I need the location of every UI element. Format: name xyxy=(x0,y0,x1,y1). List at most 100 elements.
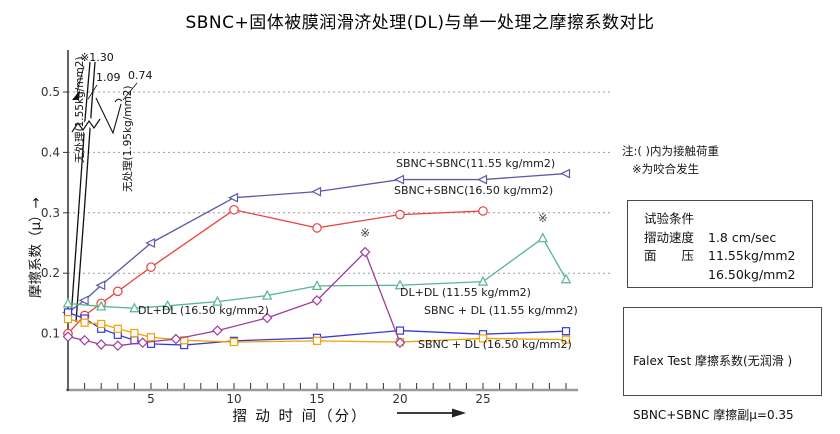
data-point-marker xyxy=(137,337,149,349)
test-conditions-row: 16.50kg/mm2 xyxy=(644,266,804,285)
seizure-mark: ※ xyxy=(360,226,370,240)
untreated-peak-value: 0.74 xyxy=(128,69,153,82)
untreated-label: 无处理(1.55kg/mm2) xyxy=(74,57,86,164)
data-point-marker xyxy=(312,223,322,233)
data-point-marker xyxy=(560,168,571,179)
note-contact-load: 注:( )内为接触荷重 xyxy=(622,144,720,158)
note-seizure: ※为咬合发生 xyxy=(632,162,700,176)
data-point-marker xyxy=(477,174,488,185)
series-labels: SBNC+SBNC(11.55 kg/mm2) SBNC+SBNC(16.50 k… xyxy=(138,157,578,351)
untreated-line xyxy=(75,61,96,323)
y-tick-label: 0.5 xyxy=(41,85,60,99)
series-SBNC+SBNC-16.50-kg-mm2- xyxy=(63,204,488,339)
x-tick-label: 5 xyxy=(147,392,155,406)
data-point-marker xyxy=(170,333,182,345)
data-point-marker xyxy=(561,335,571,344)
data-point-marker xyxy=(95,280,106,291)
data-point-marker xyxy=(78,295,89,306)
test-conditions-box: 试验条件 摺动速度 1.8 cm/sec 面 压 11.55kg/mm2 16.… xyxy=(627,200,813,288)
tc-pressure-value-2: 16.50kg/mm2 xyxy=(708,266,796,282)
data-point-marker xyxy=(212,295,223,306)
data-point-marker xyxy=(229,337,239,347)
break-tilde xyxy=(114,98,123,103)
falex-line: Falex Test 摩擦系数(无润滑 ) xyxy=(633,354,793,368)
tc-pressure-label: 面 压 xyxy=(644,248,695,263)
leader-line xyxy=(76,65,85,93)
data-point-marker xyxy=(146,262,156,272)
data-point-marker xyxy=(62,297,74,308)
series-label: SBNC + DL (16.50 kg/mm2) xyxy=(418,338,572,351)
data-point-marker xyxy=(311,186,322,197)
data-point-marker xyxy=(62,331,74,342)
data-point-marker xyxy=(130,336,139,345)
x-tick-label: 15 xyxy=(309,392,324,406)
data-point-marker xyxy=(162,300,173,310)
data-point-marker xyxy=(228,192,239,203)
data-point-marker xyxy=(478,206,488,216)
series-DL+DL-16.50-kg-mm2- xyxy=(62,246,406,352)
x-axis-title: 摺 动 时 间（分） xyxy=(232,408,367,425)
axis-break xyxy=(71,118,101,133)
falex-reference-box: Falex Test 摩擦系数(无润滑 ) SBNC+SBNC 摩擦副μ=0.3… xyxy=(623,307,822,422)
series-label: DL+DL (11.55 kg/mm2) xyxy=(400,286,531,299)
data-point-marker xyxy=(312,336,322,345)
data-point-marker xyxy=(262,289,273,300)
seizure-mark: ※ xyxy=(538,211,548,225)
data-point-marker xyxy=(79,334,90,346)
data-point-marker xyxy=(63,308,73,317)
untreated-line xyxy=(70,61,91,319)
series-label: DL+DL (16.50 kg/mm2) xyxy=(138,304,269,317)
data-point-marker xyxy=(130,328,139,338)
tc-speed-value: 1.8 cm/sec xyxy=(708,229,777,245)
data-point-marker xyxy=(96,300,107,311)
y-axis-title: 摩擦系数（μ）→ xyxy=(27,197,44,298)
series-DL+DL-11.55-kg-mm2- xyxy=(62,232,572,313)
test-conditions-title: 试验条件 xyxy=(644,211,695,226)
series-label: SBNC+SBNC(11.55 kg/mm2) xyxy=(396,157,555,170)
data-point-marker xyxy=(80,318,89,327)
chart-title: SBNC+固体被膜润滑济处理(DL)与单一处理之摩擦系数对比 xyxy=(185,13,655,33)
test-conditions-row: 面 压 11.55kg/mm2 xyxy=(644,247,804,266)
untreated-curves: ※1.30 1.09 0.74 无处理(1.55kg/mm2) 无处理(1.95kg/m… xyxy=(69,51,153,323)
gridlines xyxy=(68,91,612,274)
test-conditions-row: 摺动速度 1.8 cm/sec xyxy=(644,229,804,248)
series-SBNC-+-DL-16.50-kg-mm2- xyxy=(63,315,571,347)
axis-titles: 摩擦系数（μ）→ 摺 动 时 间（分） xyxy=(27,197,466,425)
leader-line xyxy=(87,84,98,100)
data-point-marker xyxy=(63,315,73,324)
untreated-label: 无处理(1.95kg/mm2) xyxy=(122,86,134,193)
y-tick-label: 0.4 xyxy=(41,145,60,159)
leader-arrowhead xyxy=(72,90,80,100)
data-point-marker xyxy=(311,295,323,306)
data-point-marker xyxy=(394,174,405,185)
x-tick-label: 10 xyxy=(226,392,241,406)
data-point-marker xyxy=(359,246,371,258)
y-tick-label: 0.3 xyxy=(41,206,60,220)
y-tick-label: 0.1 xyxy=(41,327,60,341)
tc-speed-label: 摺动速度 xyxy=(644,229,695,245)
leader-line xyxy=(122,82,138,101)
data-point-marker xyxy=(95,339,107,350)
data-point-marker xyxy=(229,204,239,215)
data-point-marker xyxy=(394,279,406,290)
data-point-marker xyxy=(112,340,124,352)
data-point-marker xyxy=(477,275,489,286)
data-point-marker xyxy=(146,333,156,342)
series-label: SBNC+SBNC(16.50 kg/mm2) xyxy=(394,184,553,197)
data-point-marker xyxy=(261,312,273,324)
x-axis-arrowhead xyxy=(452,408,466,418)
tc-pressure-label-spacer xyxy=(644,266,708,285)
data-point-marker xyxy=(311,280,323,290)
untreated-peak-value: ※1.30 xyxy=(80,51,114,64)
data-point-marker xyxy=(537,232,548,243)
untreated-peak-value: 1.09 xyxy=(96,71,121,84)
falex-line: SBNC+SBNC 摩擦副μ=0.35 xyxy=(633,408,794,422)
x-tick-label: 25 xyxy=(475,392,490,406)
untreated-recovery-line xyxy=(95,97,122,135)
data-point-marker xyxy=(145,238,156,248)
data-point-marker xyxy=(478,334,488,343)
data-point-marker xyxy=(395,209,405,220)
data-point-marker xyxy=(560,273,572,284)
